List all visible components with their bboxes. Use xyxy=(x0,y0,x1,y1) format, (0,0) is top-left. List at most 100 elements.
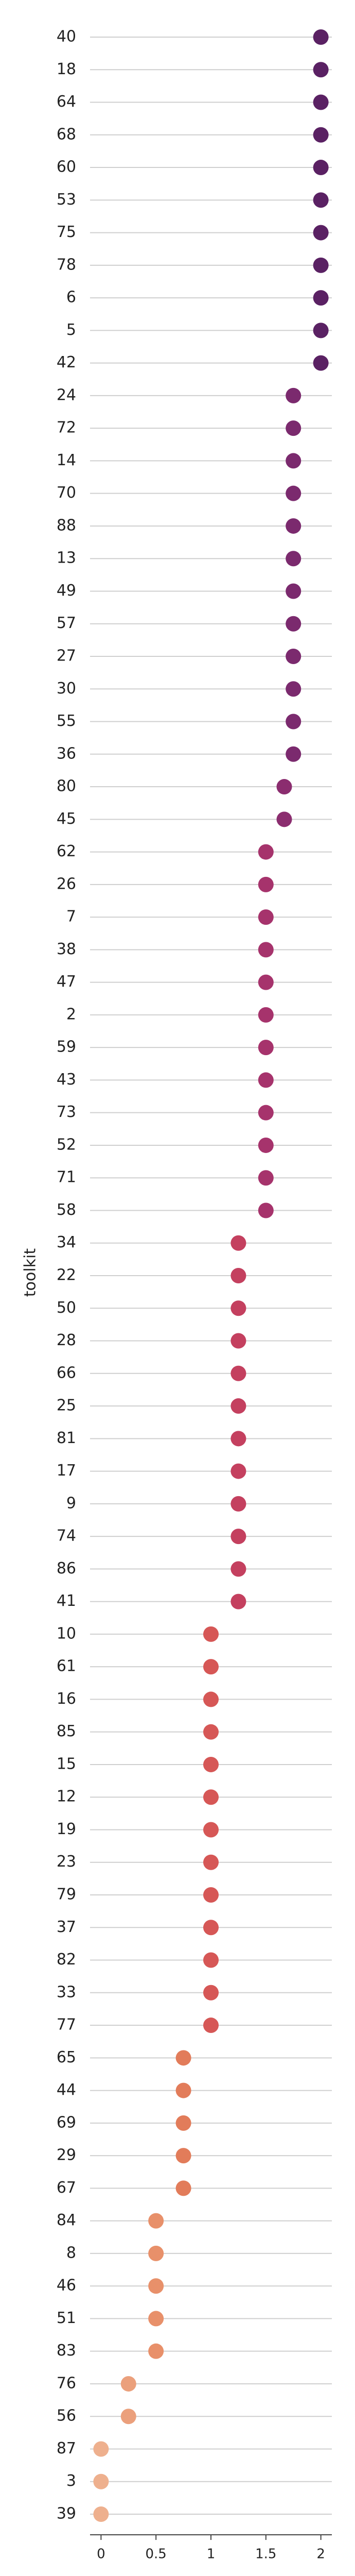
y-tick-label: 50 xyxy=(57,1299,76,1317)
dot xyxy=(286,681,301,697)
y-tick-label: 75 xyxy=(57,223,76,241)
y-tick-label: 41 xyxy=(57,1592,76,1610)
dot xyxy=(203,1691,219,1707)
dot xyxy=(230,1463,246,1479)
dot xyxy=(313,323,329,338)
y-tick-label: 58 xyxy=(57,1201,76,1219)
dot xyxy=(313,290,329,306)
y-tick-label: 38 xyxy=(57,940,76,958)
y-tick-label: 87 xyxy=(57,2439,76,2458)
y-tick-label: 2 xyxy=(66,1005,76,1023)
dot xyxy=(313,257,329,273)
dot xyxy=(286,746,301,762)
dot xyxy=(203,1854,219,1870)
y-tick-label: 17 xyxy=(57,1462,76,1480)
y-tick-label: 16 xyxy=(57,1690,76,1708)
dot xyxy=(258,909,274,925)
y-tick-label: 72 xyxy=(57,419,76,437)
dot xyxy=(203,1952,219,1968)
dot xyxy=(203,1822,219,1838)
dot xyxy=(258,1170,274,1186)
y-tick-label: 10 xyxy=(57,1624,76,1642)
y-tick-label: 79 xyxy=(57,1886,76,1904)
y-tick-label: 55 xyxy=(57,712,76,730)
y-tick-label: 23 xyxy=(57,1853,76,1871)
y-tick-label: 77 xyxy=(57,2016,76,2034)
dot xyxy=(203,1789,219,1805)
y-tick-label: 7 xyxy=(66,908,76,926)
dot xyxy=(258,844,274,860)
y-tick-label: 84 xyxy=(57,2211,76,2229)
dot xyxy=(93,2506,109,2522)
y-tick-label: 51 xyxy=(57,2309,76,2327)
dot xyxy=(230,1529,246,1545)
y-tick-label: 62 xyxy=(57,842,76,860)
y-tick-label: 61 xyxy=(57,1657,76,1675)
y-tick-label: 25 xyxy=(57,1397,76,1415)
dot xyxy=(175,2180,191,2196)
dot xyxy=(313,192,329,208)
dot xyxy=(258,1137,274,1153)
y-tick-label: 33 xyxy=(57,1983,76,2001)
y-tick-label: 6 xyxy=(66,289,76,307)
dot xyxy=(313,160,329,176)
y-tick-label: 28 xyxy=(57,1331,76,1349)
dot xyxy=(230,1300,246,1316)
y-tick-label: 82 xyxy=(57,1951,76,1969)
y-tick-label: 86 xyxy=(57,1560,76,1578)
y-tick-label: 69 xyxy=(57,2113,76,2131)
dot xyxy=(203,1920,219,1936)
y-tick-label: 40 xyxy=(57,28,76,46)
y-tick-label: 30 xyxy=(57,680,76,698)
dot xyxy=(286,453,301,469)
y-tick-label: 67 xyxy=(57,2179,76,2197)
dot xyxy=(175,2050,191,2066)
dot xyxy=(286,616,301,632)
dot xyxy=(93,2473,109,2489)
y-tick-label: 80 xyxy=(57,777,76,795)
dot xyxy=(258,1040,274,1056)
dot xyxy=(313,225,329,241)
y-tick-label: 5 xyxy=(66,321,76,339)
y-tick-label: 70 xyxy=(57,484,76,502)
dot xyxy=(258,974,274,990)
dot xyxy=(148,2213,164,2229)
dot xyxy=(286,649,301,664)
dot xyxy=(203,1724,219,1740)
y-tick-label: 73 xyxy=(57,1103,76,1121)
y-tick-label: 39 xyxy=(57,2505,76,2523)
y-tick-label: 8 xyxy=(66,2244,76,2262)
dot xyxy=(230,1333,246,1349)
dot xyxy=(203,1659,219,1675)
dot xyxy=(286,583,301,599)
y-tick-label: 29 xyxy=(57,2146,76,2164)
y-tick-label: 19 xyxy=(57,1820,76,1838)
y-tick-label: 68 xyxy=(57,125,76,143)
dot xyxy=(203,1887,219,1903)
y-tick-label: 47 xyxy=(57,973,76,991)
dot xyxy=(313,94,329,110)
x-tick-label: 0 xyxy=(97,2547,105,2562)
dot xyxy=(230,1268,246,1283)
y-tick-label: 43 xyxy=(57,1071,76,1089)
y-tick-label: 24 xyxy=(57,386,76,404)
dot xyxy=(276,779,292,795)
dot xyxy=(230,1594,246,1609)
dot xyxy=(148,2245,164,2261)
y-tick-label: 71 xyxy=(57,1168,76,1187)
dot xyxy=(230,1235,246,1251)
dot xyxy=(175,2082,191,2098)
y-tick-label: 46 xyxy=(57,2277,76,2295)
y-tick-label: 18 xyxy=(57,60,76,78)
dot xyxy=(258,1072,274,1088)
y-tick-label: 65 xyxy=(57,2048,76,2066)
dot xyxy=(276,811,292,827)
y-tick-label: 49 xyxy=(57,582,76,600)
dot xyxy=(230,1496,246,1512)
dot xyxy=(230,1431,246,1447)
y-tick-label: 59 xyxy=(57,1038,76,1056)
y-tick-label: 44 xyxy=(57,2081,76,2099)
y-tick-label: 76 xyxy=(57,2374,76,2392)
dot xyxy=(148,2278,164,2294)
